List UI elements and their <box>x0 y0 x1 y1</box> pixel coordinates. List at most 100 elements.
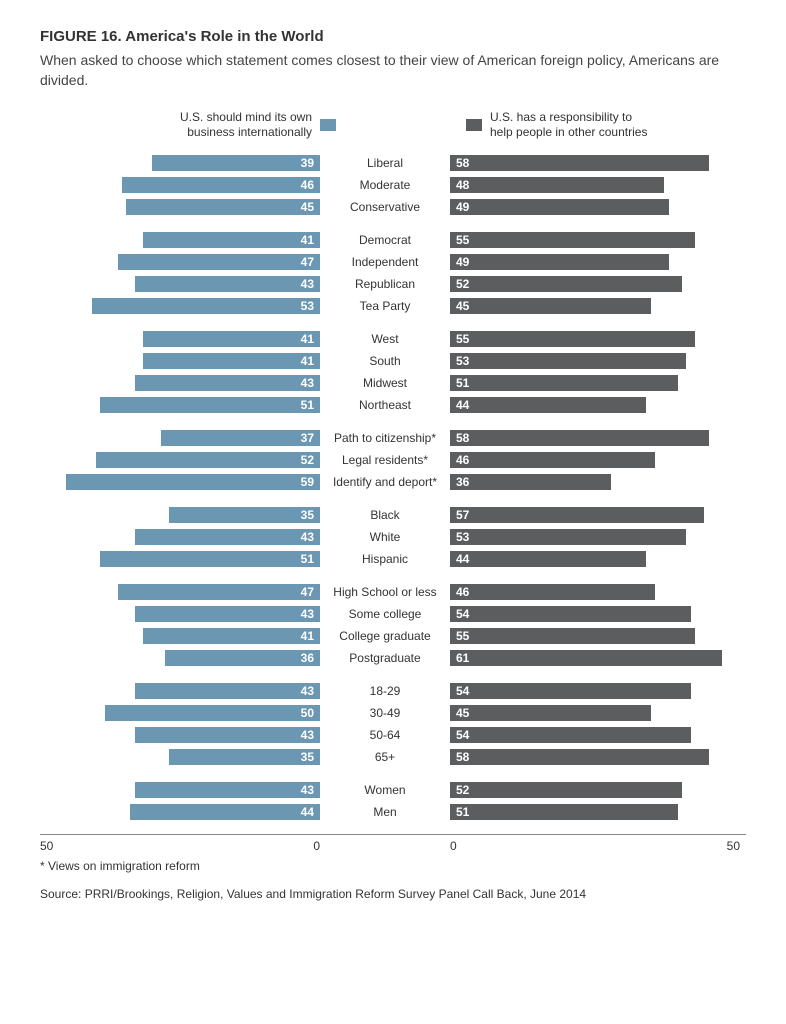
bar-right: 54 <box>450 683 691 699</box>
chart-row: 5030-4945 <box>40 702 746 723</box>
row-label: Legal residents* <box>320 453 450 467</box>
bar-right: 53 <box>450 353 686 369</box>
bar-left: 43 <box>135 683 320 699</box>
bar-left: 43 <box>135 727 320 743</box>
chart-row: 43White53 <box>40 526 746 547</box>
bar-left: 47 <box>118 254 320 270</box>
chart-row: 4318-2954 <box>40 680 746 701</box>
row-label: South <box>320 354 450 368</box>
axis-tick: 50 <box>727 839 740 853</box>
chart-row: 52Legal residents*46 <box>40 449 746 470</box>
bar-left: 39 <box>152 155 320 171</box>
chart-row: 47Independent49 <box>40 251 746 272</box>
row-label: High School or less <box>320 585 450 599</box>
bar-right: 51 <box>450 375 678 391</box>
bar-left: 35 <box>169 507 320 523</box>
bar-left: 51 <box>100 397 320 413</box>
bar-right: 53 <box>450 529 686 545</box>
row-label: Conservative <box>320 200 450 214</box>
chart-group: 47High School or less4643Some college54 4… <box>40 581 746 668</box>
bar-right: 45 <box>450 705 651 721</box>
row-label: Path to citizenship* <box>320 431 450 445</box>
chart-group: 37Path to citizenship*5852Legal resident… <box>40 427 746 492</box>
bar-right: 54 <box>450 606 691 622</box>
bar-right: 61 <box>450 650 722 666</box>
bar-right: 36 <box>450 474 611 490</box>
bar-left: 36 <box>165 650 320 666</box>
figure-title: FIGURE 16. America's Role in the World <box>40 28 746 45</box>
chart-group: 41West5541South5343Midwest5151Northeast4… <box>40 328 746 415</box>
chart-row: 41West55 <box>40 328 746 349</box>
chart-row: 51Hispanic44 <box>40 548 746 569</box>
chart-row: 47High School or less46 <box>40 581 746 602</box>
chart-row: 3565+58 <box>40 746 746 767</box>
bar-left: 35 <box>169 749 320 765</box>
row-label: Men <box>320 805 450 819</box>
diverging-bar-chart: 39Liberal5846Moderate4845Conservative494… <box>40 152 746 822</box>
row-label: 30-49 <box>320 706 450 720</box>
bar-left: 41 <box>143 353 320 369</box>
chart-group: 4318-29545030-49454350-64543565+58 <box>40 680 746 767</box>
chart-row: 44Men51 <box>40 801 746 822</box>
chart-group: 41Democrat5547Independent4943Republican5… <box>40 229 746 316</box>
bar-left: 51 <box>100 551 320 567</box>
bar-right: 49 <box>450 254 669 270</box>
bar-right: 45 <box>450 298 651 314</box>
row-label: Independent <box>320 255 450 269</box>
bar-right: 49 <box>450 199 669 215</box>
row-label: Moderate <box>320 178 450 192</box>
row-label: Hispanic <box>320 552 450 566</box>
chart-group: 43Women5244Men51 <box>40 779 746 822</box>
bar-right: 55 <box>450 331 695 347</box>
row-label: West <box>320 332 450 346</box>
chart-row: 45Conservative49 <box>40 196 746 217</box>
bar-right: 58 <box>450 155 709 171</box>
bar-right: 55 <box>450 628 695 644</box>
legend-left-swatch <box>320 119 336 131</box>
chart-row: 43Midwest51 <box>40 372 746 393</box>
chart-row: 53Tea Party45 <box>40 295 746 316</box>
bar-left: 53 <box>92 298 320 314</box>
bar-left: 41 <box>143 232 320 248</box>
bar-right: 44 <box>450 397 646 413</box>
chart-group: 35Black5743White5351Hispanic44 <box>40 504 746 569</box>
chart-row: 43Women52 <box>40 779 746 800</box>
bar-right: 58 <box>450 430 709 446</box>
bar-right: 48 <box>450 177 664 193</box>
bar-left: 45 <box>126 199 320 215</box>
bar-left: 47 <box>118 584 320 600</box>
bar-left: 44 <box>130 804 320 820</box>
chart-row: 37Path to citizenship*58 <box>40 427 746 448</box>
chart-group: 39Liberal5846Moderate4845Conservative49 <box>40 152 746 217</box>
chart-row: 43Some college54 <box>40 603 746 624</box>
row-label: White <box>320 530 450 544</box>
row-label: Tea Party <box>320 299 450 313</box>
row-label: Women <box>320 783 450 797</box>
row-label: Democrat <box>320 233 450 247</box>
chart-row: 35Black57 <box>40 504 746 525</box>
chart-row: 46Moderate48 <box>40 174 746 195</box>
bar-right: 57 <box>450 507 704 523</box>
bar-left: 46 <box>122 177 320 193</box>
row-label: 65+ <box>320 750 450 764</box>
row-label: Black <box>320 508 450 522</box>
legend: U.S. should mind its ownbusiness interna… <box>40 110 746 140</box>
bar-right: 46 <box>450 452 655 468</box>
row-label: Liberal <box>320 156 450 170</box>
chart-row: 41Democrat55 <box>40 229 746 250</box>
bar-left: 59 <box>66 474 320 490</box>
axis-tick: 0 <box>450 839 457 853</box>
row-label: Midwest <box>320 376 450 390</box>
legend-right-label: U.S. has a responsibility tohelp people … <box>482 110 647 140</box>
legend-right-swatch <box>466 119 482 131</box>
bar-left: 52 <box>96 452 320 468</box>
bar-left: 43 <box>135 375 320 391</box>
bar-right: 52 <box>450 782 682 798</box>
axis-tick: 50 <box>40 839 53 853</box>
row-label: Identify and deport* <box>320 475 450 489</box>
bar-right: 44 <box>450 551 646 567</box>
chart-row: 51Northeast44 <box>40 394 746 415</box>
row-label: Postgraduate <box>320 651 450 665</box>
legend-left-label: U.S. should mind its ownbusiness interna… <box>40 110 320 140</box>
figure-subtitle: When asked to choose which statement com… <box>40 51 746 90</box>
